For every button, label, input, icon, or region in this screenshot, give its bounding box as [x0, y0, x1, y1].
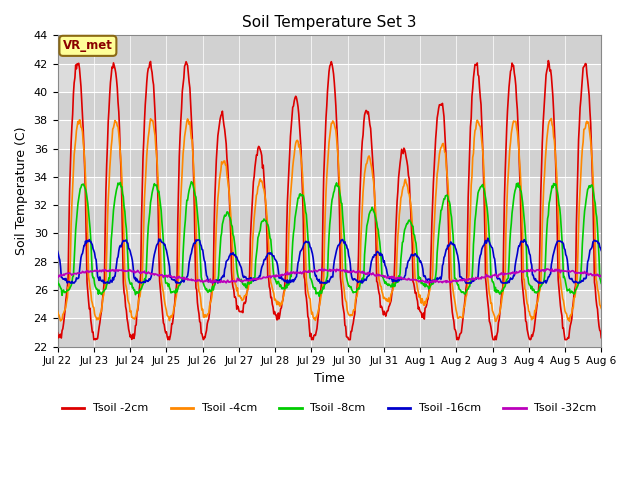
Tsoil -32cm [424, 280, 432, 286]
Tsoil -32cm [597, 272, 605, 278]
Line: Tsoil -16cm: Tsoil -16cm [58, 238, 601, 283]
Tsoil -32cm [63, 270, 71, 276]
Bar [58, 318, 601, 347]
Tsoil -4cm [204, 312, 211, 317]
Line: Tsoil -32cm: Tsoil -32cm [58, 268, 601, 283]
Tsoil -16cm [204, 277, 212, 283]
Tsoil -16cm [412, 252, 420, 258]
Tsoil -2cm [412, 289, 420, 295]
Tsoil -16cm [175, 280, 183, 286]
Line: Tsoil -8cm: Tsoil -8cm [58, 182, 601, 296]
Tsoil -4cm [396, 212, 403, 217]
Line: Tsoil -4cm: Tsoil -4cm [58, 119, 601, 322]
Tsoil -4cm [175, 274, 182, 280]
Text: VR_met: VR_met [63, 39, 113, 52]
Tsoil -16cm [120, 238, 128, 244]
Bar [58, 205, 601, 233]
Tsoil -8cm [316, 293, 323, 299]
Y-axis label: Soil Temperature (C): Soil Temperature (C) [15, 127, 28, 255]
Tsoil -2cm [54, 330, 61, 336]
Tsoil -32cm [318, 265, 326, 271]
Tsoil -2cm [396, 160, 404, 166]
Tsoil -16cm [54, 248, 61, 254]
Tsoil -4cm [412, 277, 419, 283]
Tsoil -4cm [547, 116, 555, 121]
Bar [58, 92, 601, 120]
Tsoil -16cm [64, 279, 72, 285]
Bar [58, 36, 601, 64]
Tsoil -4cm [120, 211, 127, 216]
Title: Soil Temperature Set 3: Soil Temperature Set 3 [242, 15, 417, 30]
Tsoil -2cm [90, 337, 98, 343]
Tsoil -8cm [120, 194, 127, 200]
Tsoil -16cm [396, 275, 404, 281]
Tsoil -4cm [492, 319, 499, 324]
Bar [58, 262, 601, 290]
Line: Tsoil -2cm: Tsoil -2cm [58, 60, 601, 340]
X-axis label: Time: Time [314, 372, 345, 385]
Tsoil -2cm [597, 335, 605, 341]
Tsoil -2cm [545, 58, 552, 63]
Tsoil -4cm [54, 308, 61, 314]
Tsoil -32cm [120, 268, 127, 274]
Bar [58, 149, 601, 177]
Tsoil -2cm [175, 154, 183, 159]
Tsoil -8cm [597, 280, 605, 286]
Tsoil -8cm [54, 278, 61, 284]
Tsoil -2cm [204, 318, 212, 324]
Tsoil -4cm [597, 305, 605, 311]
Tsoil -32cm [54, 274, 61, 279]
Tsoil -16cm [484, 235, 492, 241]
Tsoil -8cm [204, 289, 212, 295]
Tsoil -32cm [204, 277, 211, 283]
Tsoil -32cm [175, 275, 182, 281]
Tsoil -8cm [63, 288, 71, 293]
Tsoil -8cm [413, 249, 420, 255]
Tsoil -2cm [63, 284, 71, 290]
Tsoil -2cm [120, 289, 128, 295]
Tsoil -4cm [63, 295, 71, 301]
Tsoil -32cm [396, 276, 404, 281]
Tsoil -8cm [397, 256, 404, 262]
Legend: Tsoil -2cm, Tsoil -4cm, Tsoil -8cm, Tsoil -16cm, Tsoil -32cm: Tsoil -2cm, Tsoil -4cm, Tsoil -8cm, Tsoi… [58, 399, 601, 418]
Tsoil -16cm [63, 280, 71, 286]
Tsoil -16cm [597, 248, 605, 253]
Tsoil -8cm [188, 179, 195, 185]
Tsoil -32cm [412, 277, 420, 283]
Tsoil -8cm [175, 284, 182, 289]
